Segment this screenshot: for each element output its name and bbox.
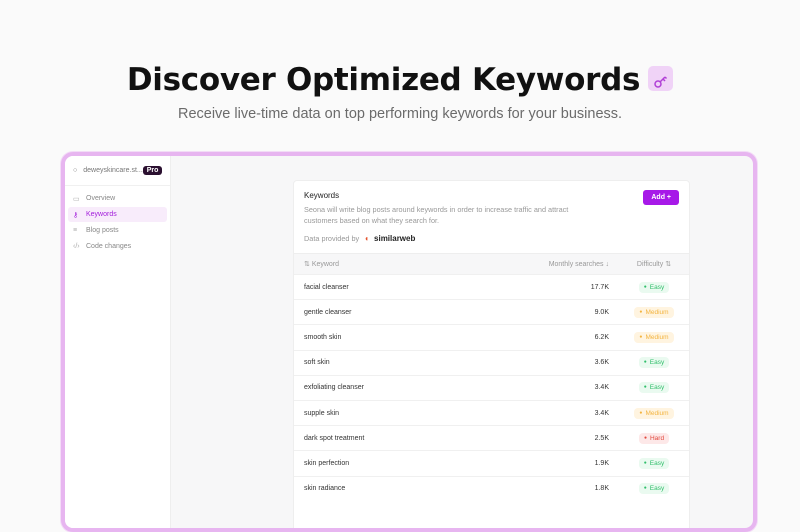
searches-cell: 17.7K bbox=[456, 273, 619, 300]
keyword-cell: soft skin bbox=[294, 349, 457, 376]
searches-cell: 1.9K bbox=[456, 450, 619, 476]
column-monthly-searches[interactable]: Monthly searches ↓ bbox=[456, 253, 619, 275]
difficulty-badge: Easy bbox=[638, 357, 670, 369]
calendar-icon: ▭ bbox=[73, 195, 80, 203]
searches-cell: 1.8K bbox=[456, 475, 619, 502]
app-window: ○ deweyskincare.st... Pro ▭ Overview ⚷ Keywor… bbox=[61, 152, 757, 532]
card-description: Seona will write blog posts around keywo… bbox=[304, 205, 569, 225]
keyword-cell: supple skin bbox=[294, 399, 457, 426]
searches-cell: 3.4K bbox=[456, 399, 619, 426]
difficulty-badge: Medium bbox=[634, 306, 674, 318]
difficulty-badge: Medium bbox=[634, 407, 674, 419]
similarweb-logo: ◖ bbox=[364, 234, 370, 243]
keywords-table: ⇅ Keyword Monthly searches ↓ Difficulty … bbox=[294, 253, 689, 502]
sidebar-item-keywords[interactable]: ⚷ Keywords bbox=[68, 207, 167, 222]
keyword-cell: exfoliating cleanser bbox=[294, 374, 457, 401]
difficulty-badge: Easy bbox=[638, 483, 670, 495]
sidebar: ○ deweyskincare.st... Pro ▭ Overview ⚷ Keywor… bbox=[65, 156, 171, 528]
plan-badge: Pro bbox=[142, 166, 163, 175]
sidebar-item-overview[interactable]: ▭ Overview bbox=[73, 195, 116, 203]
difficulty-badge: Easy bbox=[638, 457, 670, 469]
keyword-cell: gentle cleanser bbox=[294, 299, 457, 325]
difficulty-badge: Medium bbox=[634, 331, 674, 343]
keyword-cell: skin perfection bbox=[294, 450, 457, 476]
workspace-switcher[interactable]: ○ deweyskincare.st... Pro bbox=[65, 156, 170, 186]
page-title: Discover Optimized Keywords bbox=[0, 62, 800, 98]
globe-icon: ○ bbox=[73, 167, 78, 174]
searches-cell: 6.2K bbox=[456, 324, 619, 351]
card-title: Keywords bbox=[304, 191, 340, 200]
keywords-card: Keywords Seona will write blog posts aro… bbox=[293, 180, 690, 528]
page-subtitle: Receive live-time data on top performing… bbox=[177, 106, 623, 122]
column-keyword[interactable]: ⇅ Keyword bbox=[294, 253, 457, 275]
searches-cell: 9.0K bbox=[456, 299, 619, 325]
column-difficulty[interactable]: Difficulty ⇅ bbox=[619, 253, 689, 275]
searches-cell: 3.6K bbox=[456, 349, 619, 376]
keyword-cell: dark spot treatment bbox=[294, 425, 457, 451]
key-icon bbox=[648, 66, 674, 91]
searches-cell: 3.4K bbox=[456, 374, 619, 401]
key-icon: ⚷ bbox=[73, 211, 79, 219]
searches-cell: 2.5K bbox=[456, 425, 619, 451]
lines-icon: ≡ bbox=[73, 227, 78, 234]
difficulty-badge: Easy bbox=[638, 382, 670, 394]
keyword-cell: facial cleanser bbox=[294, 273, 457, 300]
difficulty-badge: Hard bbox=[638, 432, 670, 444]
sidebar-item-blog-posts[interactable]: ≡ Blog posts bbox=[73, 227, 119, 234]
sidebar-item-code-changes[interactable]: ‹/› Code changes bbox=[73, 243, 132, 250]
keyword-cell: smooth skin bbox=[294, 324, 457, 351]
code-icon: ‹/› bbox=[73, 243, 80, 250]
keyword-cell: skin radiance bbox=[294, 475, 457, 502]
difficulty-badge: Easy bbox=[638, 281, 670, 293]
add-keyword-button[interactable]: Add + bbox=[643, 190, 679, 205]
